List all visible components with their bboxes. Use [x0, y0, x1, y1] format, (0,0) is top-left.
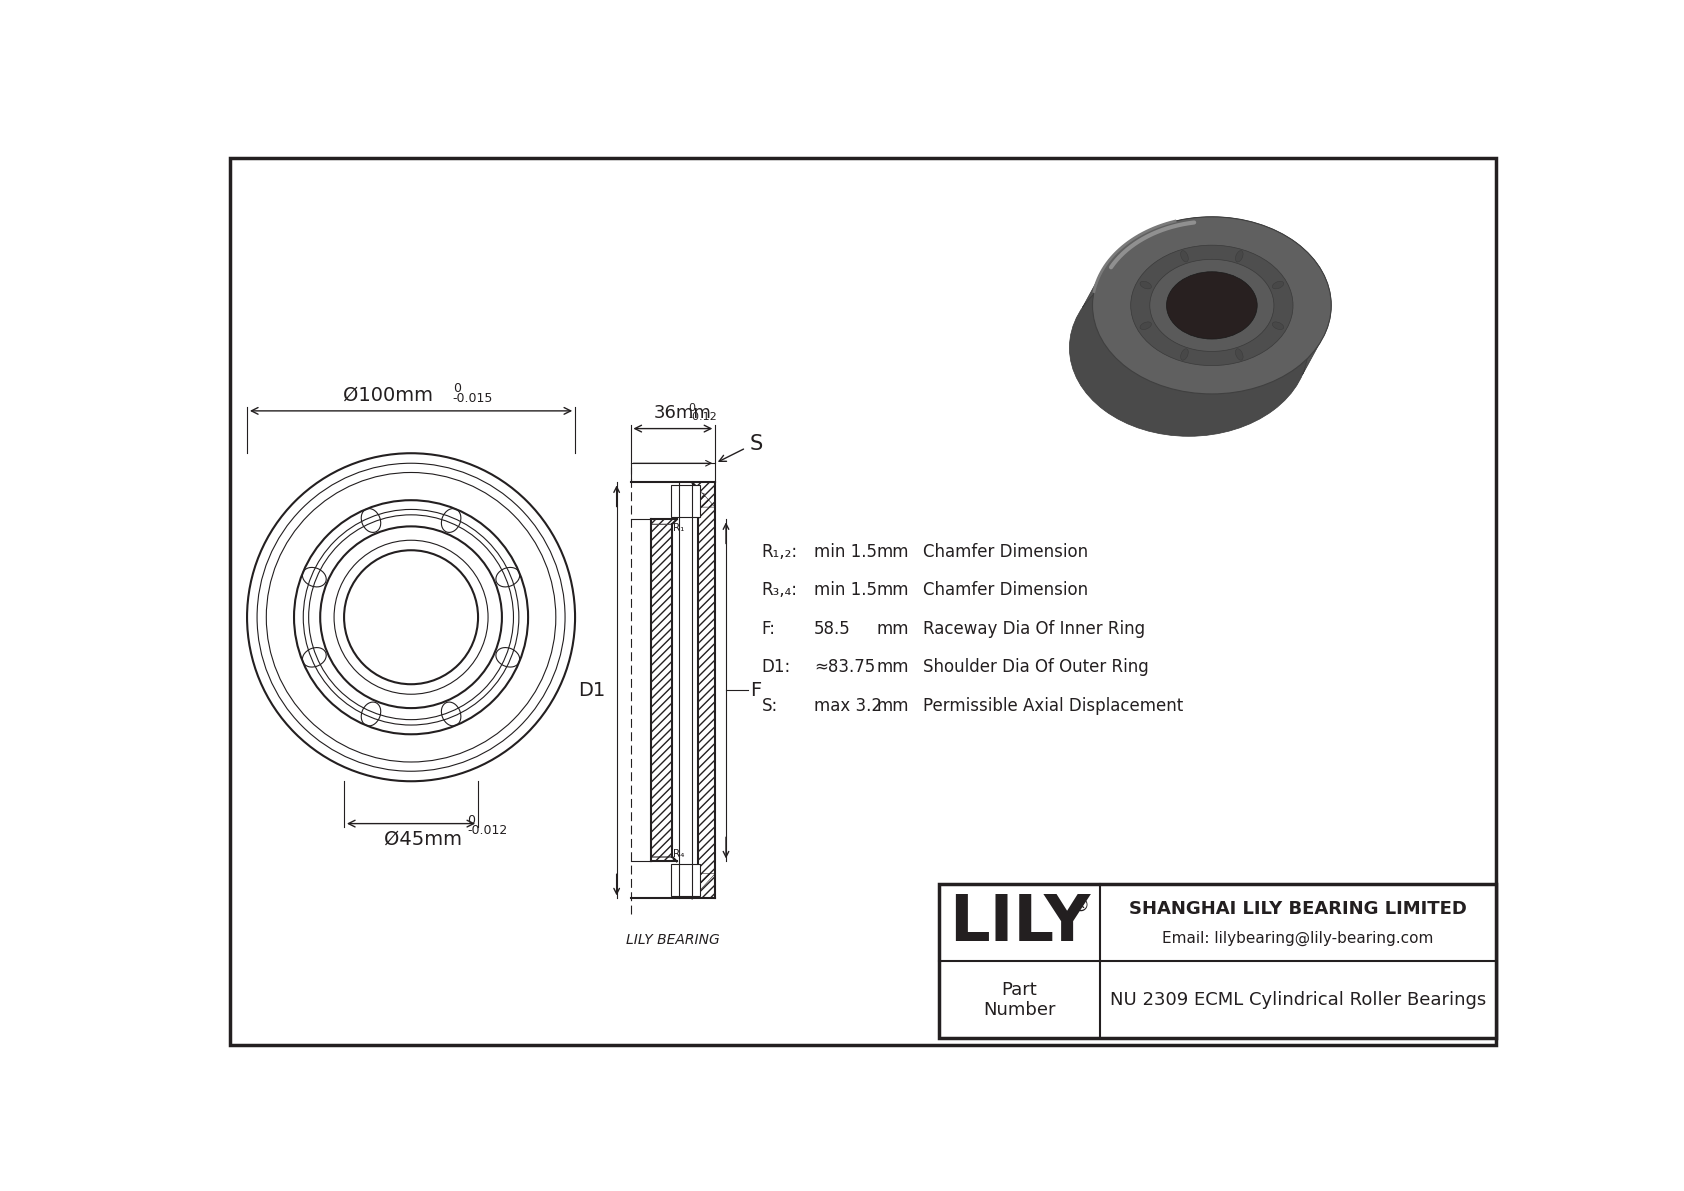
Polygon shape — [1083, 217, 1332, 375]
Text: 36mm: 36mm — [653, 405, 711, 423]
Text: Email: lilybearing@lily-bearing.com: Email: lilybearing@lily-bearing.com — [1162, 930, 1433, 946]
Text: ®: ® — [1071, 897, 1090, 915]
Ellipse shape — [1140, 281, 1152, 289]
Ellipse shape — [1140, 322, 1152, 330]
Text: R₁: R₁ — [674, 523, 684, 532]
Ellipse shape — [1150, 260, 1273, 351]
Text: 0: 0 — [689, 404, 695, 413]
Text: R₄: R₄ — [674, 849, 684, 859]
Text: LILY BEARING: LILY BEARING — [626, 933, 719, 947]
Ellipse shape — [1143, 314, 1234, 381]
Text: R₁,₂:: R₁,₂: — [761, 543, 798, 561]
Text: S:: S: — [761, 697, 778, 715]
Text: mm: mm — [877, 619, 909, 638]
Ellipse shape — [1236, 349, 1243, 360]
Bar — [938, 885, 1495, 1039]
Text: -0.12: -0.12 — [689, 412, 717, 423]
Text: mm: mm — [877, 581, 909, 599]
Text: D1:: D1: — [761, 659, 791, 676]
Text: mm: mm — [877, 659, 909, 676]
Text: max 3.2: max 3.2 — [813, 697, 882, 715]
Text: Chamfer Dimension: Chamfer Dimension — [923, 581, 1088, 599]
Text: NU 2309 ECML Cylindrical Roller Bearings: NU 2309 ECML Cylindrical Roller Bearings — [1110, 991, 1487, 1009]
Text: Permissible Axial Displacement: Permissible Axial Displacement — [923, 697, 1184, 715]
Ellipse shape — [1167, 272, 1258, 339]
Text: F:: F: — [761, 619, 775, 638]
Text: Raceway Dia Of Inner Ring: Raceway Dia Of Inner Ring — [923, 619, 1145, 638]
Text: S: S — [749, 434, 763, 454]
Text: SHANGHAI LILY BEARING LIMITED: SHANGHAI LILY BEARING LIMITED — [1130, 900, 1467, 918]
Text: mm: mm — [877, 697, 909, 715]
Ellipse shape — [1273, 322, 1283, 330]
Ellipse shape — [1130, 245, 1293, 366]
Text: R₃: R₃ — [679, 877, 690, 887]
Ellipse shape — [1236, 250, 1243, 262]
Text: Part
Number: Part Number — [983, 980, 1056, 1019]
Text: -0.012: -0.012 — [466, 824, 507, 837]
Polygon shape — [1143, 272, 1248, 358]
Text: LILY: LILY — [948, 892, 1090, 954]
Text: 58.5: 58.5 — [813, 619, 850, 638]
Text: R₂: R₂ — [694, 488, 706, 499]
Text: Shoulder Dia Of Outer Ring: Shoulder Dia Of Outer Ring — [923, 659, 1148, 676]
Text: Chamfer Dimension: Chamfer Dimension — [923, 543, 1088, 561]
Text: Ø45mm: Ø45mm — [384, 830, 461, 849]
Text: min 1.5: min 1.5 — [813, 543, 877, 561]
Text: D1: D1 — [578, 681, 606, 700]
Text: 0: 0 — [453, 382, 461, 395]
Text: Ø100mm: Ø100mm — [344, 386, 433, 405]
Ellipse shape — [1180, 349, 1189, 360]
Ellipse shape — [1093, 217, 1332, 394]
Text: mm: mm — [877, 543, 909, 561]
Bar — [670, 485, 701, 517]
Ellipse shape — [1180, 250, 1189, 262]
Text: -0.015: -0.015 — [453, 392, 493, 405]
Text: min 1.5: min 1.5 — [813, 581, 877, 599]
Text: R₃,₄:: R₃,₄: — [761, 581, 798, 599]
Text: 0: 0 — [466, 815, 475, 828]
Bar — [670, 863, 701, 896]
Text: ≈83.75: ≈83.75 — [813, 659, 876, 676]
Text: F: F — [749, 681, 761, 700]
Ellipse shape — [1069, 260, 1308, 436]
Ellipse shape — [1273, 281, 1283, 289]
